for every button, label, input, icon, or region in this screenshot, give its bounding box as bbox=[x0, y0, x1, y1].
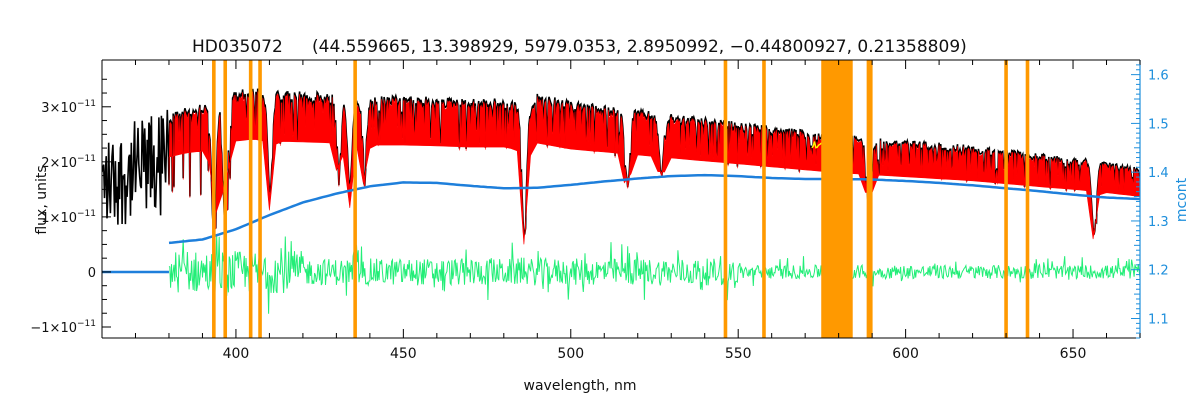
x-tick-label: 600 bbox=[892, 346, 919, 362]
y-tick-label: 0 bbox=[88, 266, 96, 281]
mask-line-2 bbox=[248, 60, 253, 338]
mask-line-7 bbox=[866, 60, 871, 338]
y-axis-label: flux, units bbox=[34, 165, 50, 234]
model-spectrum-line bbox=[168, 91, 1140, 245]
x-tick-label: 550 bbox=[725, 346, 752, 362]
residual-series bbox=[168, 235, 1140, 314]
mask-line-9 bbox=[1004, 60, 1008, 338]
x-tick-label: 500 bbox=[557, 346, 584, 362]
mask-band-0 bbox=[821, 60, 853, 338]
mask-line-6 bbox=[762, 60, 766, 338]
y-tick-label: 3×10−11 bbox=[41, 99, 96, 116]
y-tick-label: −1×10−11 bbox=[30, 319, 96, 336]
y-right-tick-label: 1.4 bbox=[1148, 166, 1169, 181]
x-tick-label: 450 bbox=[390, 346, 417, 362]
mask-line-3 bbox=[258, 60, 262, 338]
x-tick-label: 650 bbox=[1060, 346, 1087, 362]
mask-line-4 bbox=[353, 60, 357, 338]
mask-line-0 bbox=[212, 60, 216, 338]
continuum-line bbox=[168, 173, 1140, 245]
mask-line-8 bbox=[868, 60, 873, 338]
chart-subtitle: (44.559665, 13.398929, 5979.0353, 2.8950… bbox=[312, 37, 967, 57]
mask-line-10 bbox=[1025, 60, 1030, 338]
y-right-tick-label: 1.3 bbox=[1148, 215, 1169, 230]
y-right-tick-label: 1.2 bbox=[1148, 264, 1169, 279]
x-tick-label: 400 bbox=[223, 346, 250, 362]
x-axis-label: wavelength, nm bbox=[524, 378, 637, 394]
y-right-tick-label: 1.6 bbox=[1148, 69, 1169, 84]
y-right-tick-label: 1.1 bbox=[1148, 312, 1169, 327]
y-right-tick-label: 1.5 bbox=[1148, 117, 1169, 132]
mask-line-1 bbox=[223, 60, 228, 338]
y-tick-label: 1×10−11 bbox=[41, 209, 96, 226]
y-tick-label: 2×10−11 bbox=[41, 154, 96, 171]
mask-line-5 bbox=[723, 60, 728, 338]
chart-title: HD035072 bbox=[192, 37, 283, 57]
y-right-axis-label: mcont bbox=[1174, 177, 1190, 222]
